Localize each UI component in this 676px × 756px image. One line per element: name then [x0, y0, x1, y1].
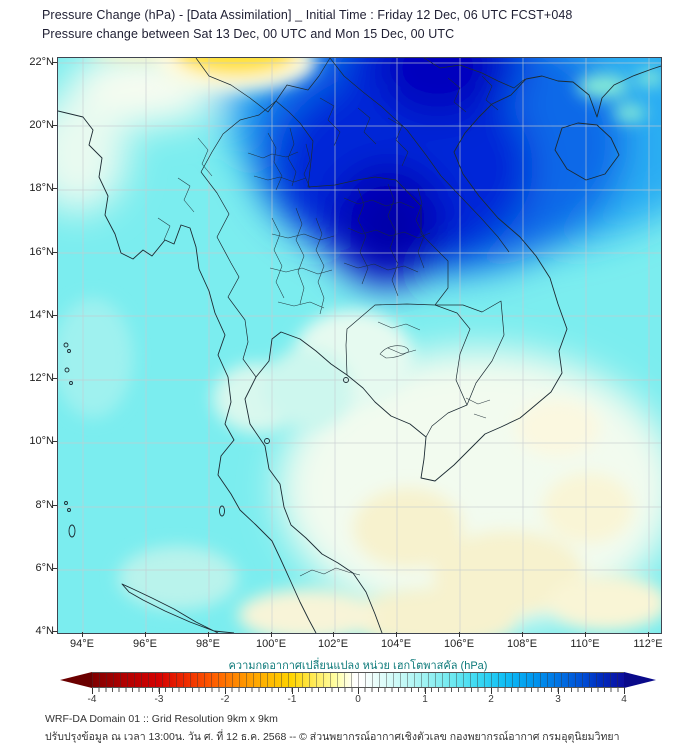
coast-sumatra	[121, 583, 235, 633]
colorbar-tick-mark	[292, 688, 293, 694]
lon-tick-label: 104°E	[380, 638, 412, 650]
lat-tick-label: 10°N	[29, 435, 54, 447]
coast-west-myanmar-malaysia	[58, 110, 317, 633]
colorbar-tick-mark	[558, 688, 559, 694]
lat-tick-mark	[52, 631, 57, 632]
colorbar-tick-mark	[358, 688, 359, 694]
coast-gulf-vietnam-china	[244, 65, 661, 633]
islands	[63, 342, 349, 538]
lat-tick-mark	[52, 315, 57, 316]
color-field	[58, 58, 661, 633]
colorbar-tick-label: 2	[488, 694, 494, 705]
lat-tick-label: 16°N	[29, 246, 54, 258]
colorbar-extend-left-arrow	[60, 672, 92, 688]
colorbar-tick-mark	[491, 688, 492, 694]
lat-tick-mark	[52, 441, 57, 442]
lon-tick-label: 100°E	[255, 638, 287, 650]
lat-tick-mark	[52, 378, 57, 379]
coast-hainan-island	[554, 122, 620, 181]
colorbar-tick-mark	[624, 688, 625, 694]
lat-tick-mark	[52, 252, 57, 253]
colorbar-gradient-bar	[92, 672, 624, 688]
lat-tick-label: 6°N	[35, 562, 54, 574]
footer-update-info: ปรับปรุงข้อมูล ณ เวลา 13:00น. วัน ศ. ที่…	[45, 731, 620, 743]
lat-tick-mark	[52, 505, 57, 506]
footer-domain-info: WRF-DA Domain 01 :: Grid Resolution 9km …	[45, 713, 278, 725]
lon-tick-label: 110°E	[570, 638, 600, 650]
colorbar-tick-mark	[425, 688, 426, 694]
country-borders	[195, 58, 526, 438]
lat-tick-label: 4°N	[35, 625, 54, 637]
colorbar-tick-label: -4	[87, 694, 97, 705]
lon-tick-mark	[648, 632, 649, 637]
province-borders	[157, 75, 499, 577]
colorbar-tick-mark	[92, 688, 93, 694]
colorbar	[60, 672, 656, 688]
lon-tick-mark	[396, 632, 397, 637]
lon-tick-mark	[522, 632, 523, 637]
pressure-change-map	[58, 58, 661, 633]
coastlines	[58, 65, 661, 633]
lon-tick-label: 112°E	[633, 638, 663, 650]
lat-tick-label: 12°N	[29, 372, 54, 384]
colorbar-tick-label: -2	[220, 694, 230, 705]
lon-tick-mark	[271, 632, 272, 637]
lat-tick-mark	[52, 62, 57, 63]
lat-tick-label: 8°N	[35, 499, 54, 511]
lat-tick-label: 14°N	[29, 309, 54, 321]
colorbar-title: ความกดอากาศเปลี่ยนแปลง หน่วย เฮกโตพาสคัล…	[228, 660, 488, 672]
lat-tick-mark	[52, 568, 57, 569]
colorbar-tick-label: 4	[621, 694, 627, 705]
colorbar-extend-right-arrow	[624, 672, 656, 688]
lon-tick-mark	[333, 632, 334, 637]
map-plot-area	[57, 57, 662, 634]
colorbar-tick-label: -3	[154, 694, 164, 705]
lon-tick-label: 94°E	[70, 638, 94, 650]
lat-tick-mark	[52, 125, 57, 126]
colorbar-tick-label: -1	[287, 694, 297, 705]
chart-subtitle: Pressure change between Sat 13 Dec, 00 U…	[42, 27, 455, 41]
lon-tick-label: 102°E	[317, 638, 349, 650]
lat-tick-label: 18°N	[29, 182, 54, 194]
lon-tick-mark	[145, 632, 146, 637]
colorbar-tick-label: 0	[355, 694, 361, 705]
colorbar-tick-mark	[159, 688, 160, 694]
lon-tick-label: 98°E	[196, 638, 220, 650]
lon-tick-label: 108°E	[506, 638, 538, 650]
lon-tick-mark	[459, 632, 460, 637]
lon-tick-mark	[585, 632, 586, 637]
lat-tick-label: 20°N	[29, 119, 54, 131]
lon-tick-mark	[82, 632, 83, 637]
colorbar-tick-label: 1	[422, 694, 428, 705]
lat-tick-mark	[52, 188, 57, 189]
colorbar-tick-label: 3	[555, 694, 561, 705]
tonle-sap-lake	[379, 345, 409, 359]
chart-title: Pressure Change (hPa) - [Data Assimilati…	[42, 8, 573, 22]
lat-tick-label: 22°N	[29, 56, 54, 68]
lon-tick-label: 106°E	[443, 638, 475, 650]
colorbar-tick-mark	[225, 688, 226, 694]
lon-tick-mark	[208, 632, 209, 637]
lon-tick-label: 96°E	[133, 638, 157, 650]
graticule	[58, 58, 661, 633]
